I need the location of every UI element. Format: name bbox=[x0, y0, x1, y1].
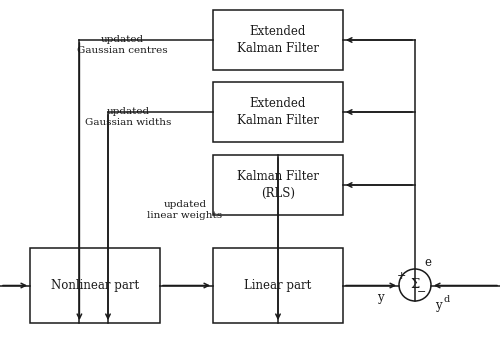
Text: Extended
Kalman Filter: Extended Kalman Filter bbox=[237, 25, 319, 55]
Bar bbox=[213, 155, 343, 215]
Text: Linear part: Linear part bbox=[244, 279, 312, 292]
Text: y: y bbox=[376, 290, 384, 304]
Bar bbox=[30, 248, 160, 323]
Text: updated
Gaussian widths: updated Gaussian widths bbox=[85, 107, 171, 127]
Text: +: + bbox=[396, 271, 406, 281]
Text: Kalman Filter
(RLS): Kalman Filter (RLS) bbox=[237, 170, 319, 200]
Text: Nonlinear part: Nonlinear part bbox=[51, 279, 139, 292]
Bar bbox=[213, 248, 343, 323]
Bar bbox=[213, 82, 343, 142]
Text: updated
linear weights: updated linear weights bbox=[148, 200, 222, 220]
Text: updated
Gaussian centres: updated Gaussian centres bbox=[76, 35, 168, 55]
Text: e: e bbox=[424, 257, 432, 269]
Text: d: d bbox=[444, 295, 450, 304]
Bar bbox=[213, 10, 343, 70]
Text: Extended
Kalman Filter: Extended Kalman Filter bbox=[237, 97, 319, 127]
Text: Σ: Σ bbox=[410, 279, 420, 291]
Text: y: y bbox=[434, 298, 442, 312]
Text: −: − bbox=[418, 287, 426, 297]
